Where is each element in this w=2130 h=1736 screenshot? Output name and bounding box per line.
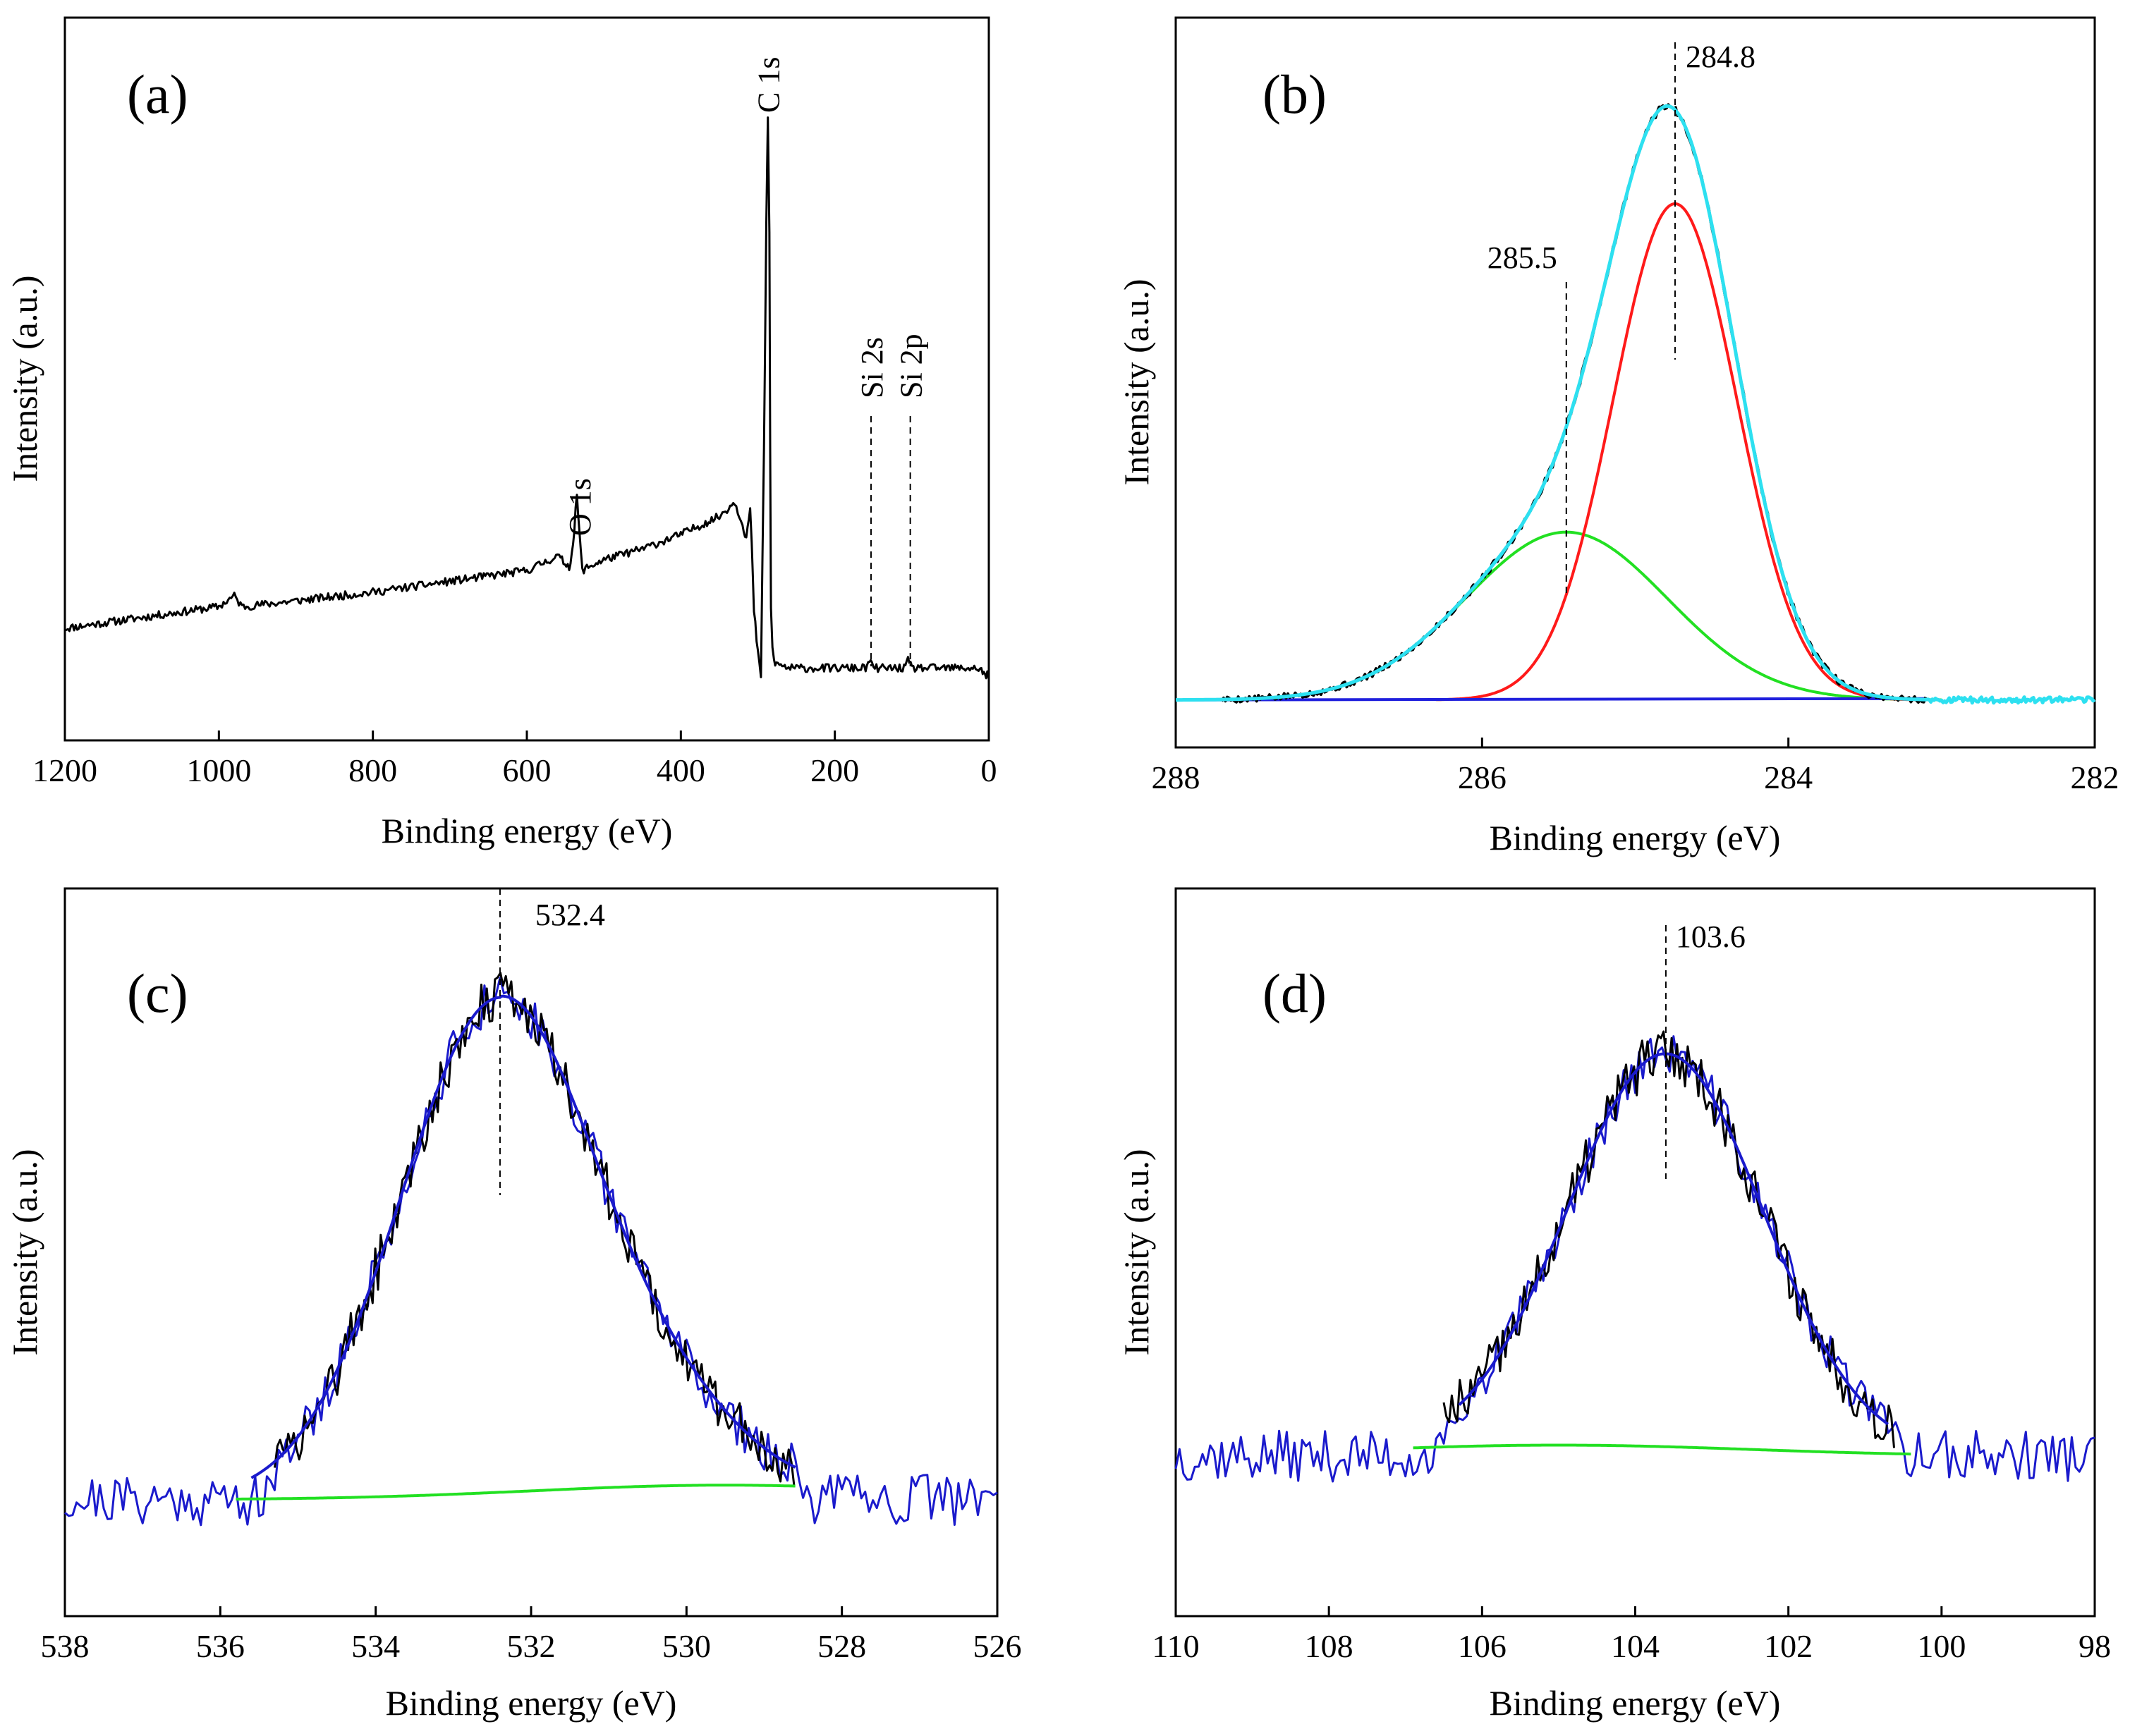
peak-annotations: 532.4: [499, 888, 605, 1195]
panel-a-survey: 1200 1000 800 600 400 200 0 C 1s O 1s Si 2s Si 2p…: [5, 16, 997, 850]
curves: [64, 972, 998, 1527]
background-line: [236, 1484, 796, 1500]
x-ticks: 288 286 284 282: [1152, 738, 2119, 795]
x-tick-label: 288: [1152, 759, 1200, 795]
x-ticks: 538 536 534 532 530 528 526: [41, 1606, 1022, 1664]
noise-data-line: [64, 977, 998, 1527]
fit-envelope-line: [1458, 1052, 1889, 1426]
si2s-label: Si 2s: [855, 337, 889, 398]
x-tick-label: 800: [348, 752, 397, 788]
x-tick-label: 108: [1305, 1628, 1353, 1664]
x-tick-label: 526: [973, 1628, 1022, 1664]
c1s-label: C 1s: [752, 57, 786, 113]
component-284.8-line: [1436, 202, 1927, 702]
panel-label: (d): [1262, 962, 1327, 1024]
x-tick-label: 530: [662, 1628, 711, 1664]
x-tick-label: 284: [1764, 759, 1813, 795]
x-tick-label: 110: [1152, 1628, 1199, 1664]
x-tick-label: 536: [196, 1628, 245, 1664]
x-tick-label: 534: [351, 1628, 400, 1664]
peak-annotations: 284.8 285.5: [1487, 39, 1755, 596]
x-axis-title: Binding energy (eV): [1490, 818, 1781, 857]
background-line: [1413, 1443, 1911, 1456]
o1s-label: O 1s: [563, 478, 597, 536]
si2p-label: Si 2p: [894, 334, 929, 398]
panel-c-o1s: 538 536 534 532 530 528 526 532.4 (c) Binding …: [5, 887, 1022, 1723]
x-tick-label: 104: [1611, 1628, 1660, 1664]
x-tick-label: 282: [2071, 759, 2119, 795]
fit-envelope-line: [250, 994, 796, 1479]
peak-annotations: C 1s O 1s Si 2s Si 2p: [563, 57, 929, 666]
curves: [1175, 103, 2096, 705]
x-tick-label: 100: [1917, 1628, 1966, 1664]
panel-b-c1s: 288 286 284 282 284.8 285.5 (b) Binding ener…: [1116, 16, 2119, 857]
panel-label: (a): [127, 63, 188, 125]
x-tick-label: 600: [503, 752, 552, 788]
label-284.8: 284.8: [1686, 39, 1755, 74]
x-axis-title: Binding energy (eV): [382, 811, 673, 850]
y-axis-title: Intensity (a.u.): [5, 276, 44, 482]
panel-d-si2p: 110 108 106 104 102 100 98 103.6 (d) Binding e…: [1116, 887, 2111, 1723]
x-tick-label: 400: [657, 752, 705, 788]
noise-data-line: [1174, 1035, 2095, 1483]
x-tick-label: 1200: [32, 752, 97, 788]
label-285.5: 285.5: [1487, 240, 1557, 275]
label-532.4: 532.4: [535, 898, 605, 932]
panel-label: (b): [1262, 63, 1327, 125]
x-ticks: 1200 1000 800 600 400 200 0: [32, 731, 997, 788]
raw-data-line: [1442, 1030, 1895, 1448]
x-tick-label: 1000: [186, 752, 251, 788]
panel-label: (c): [127, 962, 188, 1024]
x-axis-title: Binding energy (eV): [1490, 1683, 1781, 1723]
x-ticks: 110 108 106 104 102 100 98: [1152, 1606, 2111, 1664]
peak-annotations: 103.6: [1665, 919, 1746, 1179]
x-tick-label: 102: [1764, 1628, 1813, 1664]
label-103.6: 103.6: [1676, 919, 1746, 954]
envelope-fit-line: [1175, 104, 2096, 705]
y-axis-title: Intensity (a.u.): [1116, 279, 1156, 486]
x-tick-label: 532: [507, 1628, 556, 1664]
x-tick-label: 286: [1458, 759, 1507, 795]
x-tick-label: 98: [2079, 1628, 2111, 1664]
x-tick-label: 528: [817, 1628, 866, 1664]
curves: [64, 116, 990, 680]
x-tick-label: 200: [810, 752, 859, 788]
baseline-line: [1175, 697, 1927, 702]
y-axis-title: Intensity (a.u.): [5, 1149, 44, 1356]
x-axis-title: Binding energy (eV): [386, 1683, 677, 1723]
x-tick-label: 106: [1458, 1628, 1507, 1664]
curves: [1174, 1030, 2095, 1483]
plot-frame: [1174, 16, 2096, 749]
survey-spectrum-line: [64, 116, 990, 680]
x-tick-label: 0: [981, 752, 997, 788]
y-axis-title: Intensity (a.u.): [1116, 1149, 1156, 1356]
x-tick-label: 538: [41, 1628, 90, 1664]
